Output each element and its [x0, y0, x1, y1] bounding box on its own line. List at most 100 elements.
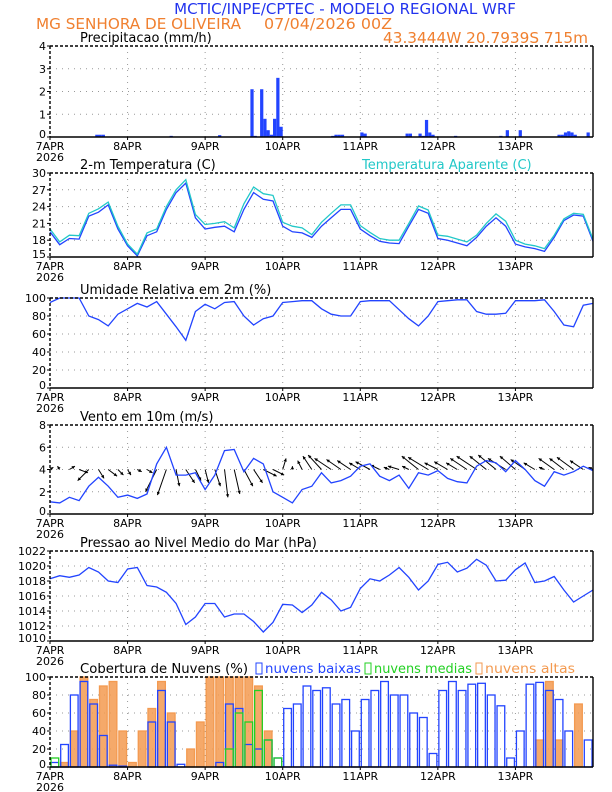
wind-arrowhead: [308, 455, 312, 459]
y-tick-label: 18: [32, 234, 46, 247]
low-cloud-bar: [418, 716, 428, 768]
y-tick-label: 6: [39, 441, 46, 454]
y-tick-label: 1: [39, 108, 46, 121]
y-tick-label: 80: [32, 689, 46, 702]
wind-vector: [477, 454, 497, 470]
wind-arrowhead: [556, 457, 561, 461]
high-cloud-bar: [253, 685, 263, 768]
precip-bar: [98, 134, 102, 137]
y-tick-label: 8: [39, 419, 46, 432]
x-tick-label: 9APR: [191, 260, 220, 273]
wind-arrowhead: [206, 479, 210, 483]
x-tick-label: 12APR: [420, 260, 456, 273]
wind-arrowhead: [349, 462, 353, 466]
x-tick-label: 13APR: [498, 140, 534, 153]
y-tick-label: 20: [32, 364, 46, 377]
precip-bar: [95, 134, 99, 137]
panel-rh: 0 20 40 60 80 100 7APR 8APR 9APR 10APR 11APR 12APR 1…: [25, 283, 594, 415]
x-tick-label: 8APR: [113, 517, 142, 530]
y-tick-label: 15: [32, 248, 46, 261]
wind-arrowhead: [478, 455, 482, 459]
panel-title: Umidade Relativa em 2m (%): [80, 283, 271, 298]
wind-arrowhead: [177, 482, 181, 487]
precip-bar: [560, 134, 564, 137]
wind-arrowhead: [569, 460, 574, 464]
x-tick-label: 9APR: [191, 644, 220, 657]
header-coords: 43.3444W 20.7939S 715m: [383, 29, 588, 47]
wind-arrowhead: [156, 491, 161, 496]
wind-arrowhead: [469, 456, 474, 460]
wind-arrowhead: [402, 466, 406, 470]
y-tick-label: 60: [32, 328, 46, 341]
y-tick-label: 1022: [18, 545, 46, 558]
wind-arrowhead: [120, 471, 124, 476]
y-tick-label: 1018: [18, 575, 46, 588]
wind-arrowhead: [297, 460, 301, 465]
precip-bar: [218, 135, 222, 137]
panel-title: 2-m Temperatura (C): [80, 158, 216, 173]
x-tick-label: 13APR: [498, 391, 534, 404]
x-tick-label: 13APR: [498, 517, 534, 530]
x-tick-label: 13APR: [498, 644, 534, 657]
wind-arrowhead: [538, 458, 543, 462]
high-cloud-bar: [263, 730, 273, 768]
low-cloud-bar: [496, 705, 506, 768]
high-cloud-bar: [79, 676, 89, 768]
wind-vector: [538, 457, 555, 470]
x-tick-label: 13APR: [498, 260, 534, 273]
low-cloud-bar: [380, 680, 390, 768]
wind-arrowhead: [283, 458, 287, 462]
header-run: 07/04/2026 00Z: [264, 15, 392, 33]
series-line-primary: [49, 181, 594, 258]
x-tick-label: 9APR: [191, 391, 220, 404]
high-cloud-bar: [535, 739, 545, 768]
x-tick-label: 12APR: [420, 140, 456, 153]
wind-vector: [233, 469, 241, 495]
low-cloud-bar: [321, 687, 331, 768]
x-tick-label: 8APR: [113, 391, 142, 404]
wind-arrowhead: [588, 467, 593, 471]
year-label: 2026: [36, 655, 64, 668]
legend-label: nuvens baixas: [265, 662, 361, 677]
wind-arrowhead: [57, 466, 61, 470]
wind-arrowhead: [302, 456, 307, 460]
high-cloud-bar: [157, 680, 167, 768]
mid-cloud-bar: [273, 757, 283, 768]
y-tick-label: 1020: [18, 560, 46, 573]
wind-arrowhead: [383, 466, 388, 470]
high-cloud-bar: [195, 721, 205, 768]
low-cloud-bar: [409, 712, 419, 768]
precip-bar: [360, 132, 364, 137]
wind-arrowhead: [191, 479, 195, 483]
panel-cloud: 0 20 40 60 80 100 7APR 8APR 9APR 10APR 11APR 12APR 1…: [25, 662, 594, 792]
high-cloud-bar: [98, 685, 108, 768]
x-tick-label: 10APR: [265, 140, 301, 153]
wind-arrowhead: [149, 469, 153, 473]
precip-bar: [557, 134, 561, 137]
panel-title: Vento em 10m (m/s): [80, 410, 213, 425]
low-cloud-bar: [312, 689, 322, 768]
low-cloud-bar: [525, 683, 535, 768]
panel-precip: 0 1 2 3 4 7APR 8APR 9APR 10APR 11APR 12APR 13APR 202…: [36, 31, 594, 164]
wind-arrowhead: [523, 462, 528, 466]
low-cloud-bar: [506, 757, 516, 768]
y-tick-label: 4: [39, 40, 46, 53]
wind-vector: [401, 455, 419, 470]
y-tick-label: 0: [39, 758, 46, 771]
y-tick-label: 0: [39, 505, 46, 518]
wind-arrowhead: [401, 456, 406, 460]
low-cloud-bar: [341, 698, 351, 768]
panel-title: Pressao ao Nivel Medio do Mar (hPa): [80, 536, 317, 551]
precip-bar: [101, 134, 105, 137]
precip-bar: [276, 77, 280, 137]
wind-arrowhead: [446, 462, 450, 466]
legend-swatch: [255, 662, 263, 675]
year-label: 2026: [36, 402, 64, 415]
high-cloud-bar: [224, 676, 234, 768]
wind-vector: [224, 469, 229, 498]
x-tick-label: 10APR: [265, 644, 301, 657]
precip-bar: [340, 134, 345, 137]
wind-arrowhead: [290, 466, 295, 470]
high-cloud-bar: [544, 680, 554, 768]
